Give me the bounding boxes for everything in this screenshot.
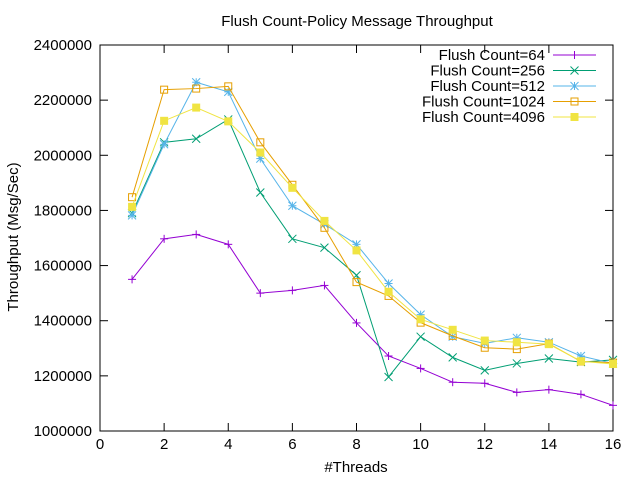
data-point	[192, 230, 201, 239]
data-point	[480, 336, 489, 345]
x-tick-label: 14	[541, 436, 558, 453]
data-point	[384, 287, 393, 296]
series-line	[131, 233, 614, 406]
legend-item: Flush Count=1024	[422, 94, 596, 111]
legend-label: Flush Count=64	[439, 47, 545, 64]
x-tick-label: 8	[352, 436, 360, 453]
data-point	[255, 188, 265, 197]
y-axis: 1000000 1200000 1400000 1600000 1800000 20000…	[34, 37, 613, 440]
data-point	[512, 359, 522, 368]
y-tick-label: 2200000	[34, 92, 92, 109]
data-point	[448, 325, 457, 334]
x-tick-label: 12	[476, 436, 493, 453]
data-point	[352, 318, 361, 327]
data-point	[160, 85, 169, 94]
data-point	[544, 385, 553, 394]
data-point	[416, 332, 425, 342]
y-tick-label: 1200000	[34, 368, 92, 385]
data-point	[320, 216, 329, 225]
data-point	[352, 278, 361, 287]
data-point	[160, 234, 169, 243]
data-point	[448, 378, 457, 387]
series-line	[131, 85, 614, 364]
legend-label: Flush Count=1024	[422, 94, 545, 111]
series-1	[128, 230, 617, 410]
data-point	[544, 354, 554, 363]
data-point	[416, 364, 425, 373]
data-point	[480, 365, 490, 375]
x-tick-label: 16	[605, 436, 622, 453]
x-tick-label: 4	[224, 436, 232, 453]
x-tick-label: 0	[96, 436, 104, 453]
data-point	[609, 360, 617, 369]
data-point	[288, 183, 297, 192]
data-point	[159, 139, 169, 149]
data-point	[320, 281, 329, 290]
data-point	[160, 116, 169, 125]
data-point	[352, 246, 361, 255]
data-point	[192, 103, 201, 112]
x-axis: 0 2 4 6 8 10 12 14 16	[96, 45, 622, 453]
data-point	[448, 353, 458, 362]
data-point	[224, 117, 233, 126]
series-line	[131, 118, 614, 379]
data-point	[223, 87, 233, 97]
data-point	[512, 338, 521, 347]
x-tick-label: 6	[288, 436, 296, 453]
data-point	[544, 340, 553, 349]
y-tick-label: 1000000	[34, 423, 92, 440]
data-point	[570, 113, 579, 121]
data-point	[127, 211, 137, 220]
legend-label: Flush Count=512	[430, 78, 545, 95]
legend-label: Flush Count=4096	[422, 109, 545, 126]
legend-item: Flush Count=256	[430, 63, 596, 80]
data-point	[320, 243, 329, 253]
series-5	[128, 103, 617, 369]
data-point	[384, 279, 393, 288]
data-point	[224, 240, 233, 249]
data-point	[256, 289, 265, 298]
data-point	[224, 82, 233, 91]
data-point	[480, 379, 489, 388]
data-point	[609, 401, 617, 410]
data-point	[384, 372, 393, 382]
legend-item: Flush Count=512	[430, 78, 596, 95]
data-point	[288, 286, 297, 295]
x-axis-label: #Threads	[324, 459, 387, 476]
y-tick-label: 1600000	[34, 258, 92, 275]
data-point	[256, 148, 265, 157]
y-tick-label: 2400000	[34, 37, 92, 54]
legend-item: Flush Count=4096	[422, 109, 596, 126]
data-point	[512, 388, 521, 397]
legend-label: Flush Count=256	[430, 63, 545, 80]
data-point	[128, 202, 137, 211]
data-point	[576, 390, 585, 399]
data-point	[416, 315, 425, 324]
data-point	[128, 275, 137, 284]
data-point	[288, 201, 297, 211]
data-point	[570, 81, 579, 91]
legend-item: Flush Count=64	[439, 47, 596, 64]
y-tick-label: 1800000	[34, 202, 92, 219]
data-point	[192, 84, 201, 93]
data-point	[576, 357, 585, 366]
series-line	[131, 107, 614, 365]
data-point	[570, 51, 579, 59]
data-point	[570, 97, 579, 106]
y-tick-label: 2000000	[34, 147, 92, 164]
data-point	[191, 134, 201, 144]
y-tick-label: 1400000	[34, 313, 92, 330]
chart-title: Flush Count-Policy Message Throughput	[221, 13, 493, 30]
data-point	[570, 66, 579, 75]
data-point	[288, 234, 297, 244]
y-axis-label: Throughput (Msg/Sec)	[5, 162, 22, 311]
x-tick-label: 2	[160, 436, 168, 453]
data-point	[384, 352, 393, 361]
x-tick-label: 10	[412, 436, 429, 453]
series-layer	[127, 77, 618, 410]
data-point	[256, 138, 265, 147]
